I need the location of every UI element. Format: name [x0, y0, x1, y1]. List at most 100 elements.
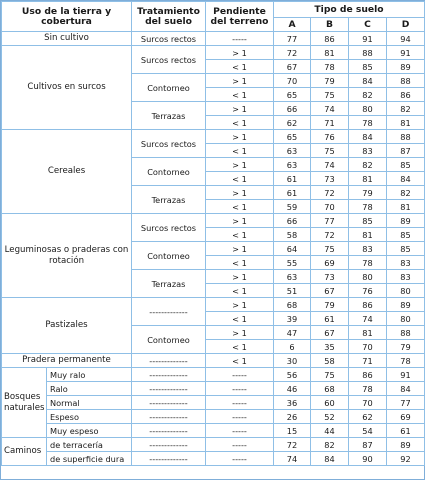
table-row: Espeso ------------- ----- 26 52 62 69 — [2, 409, 425, 424]
table-row: Leguminosas o praderas con rotación Surco… — [1, 213, 425, 298]
runoff-curve-table: Uso de la tierra y cobertura Tratamiento… — [1, 1, 425, 466]
header-col-d: D — [385, 17, 425, 32]
value-d: 84 — [385, 381, 425, 396]
value-a: 55 — [273, 255, 311, 270]
value-c: 84 — [348, 73, 387, 88]
value-b: 58 — [310, 353, 349, 368]
value-c: 78 — [348, 255, 387, 270]
value-c: 83 — [348, 143, 387, 158]
value-d: 61 — [385, 423, 425, 438]
value-c: 81 — [348, 325, 387, 340]
value-d: 82 — [385, 101, 425, 116]
value-d: 94 — [385, 31, 425, 46]
value-a: 66 — [273, 101, 311, 116]
value-c: 81 — [348, 227, 387, 242]
value-b: 68 — [310, 381, 349, 396]
subtipo-cell: de terracería — [46, 437, 132, 452]
value-d: 89 — [385, 59, 425, 74]
pendiente-cell: < 1 — [205, 115, 274, 130]
value-b: 35 — [310, 339, 349, 354]
subtipo-cell: Normal — [46, 395, 132, 410]
tratamiento-cell: Surcos rectos — [131, 45, 206, 74]
value-a: 51 — [273, 283, 311, 298]
value-c: 82 — [348, 87, 387, 102]
value-c: 81 — [348, 171, 387, 186]
uso-cell: Leguminosas o praderas con rotación — [1, 213, 132, 298]
tratamiento-cell: ------------- — [131, 381, 206, 396]
pendiente-cell: > 1 — [205, 129, 274, 144]
value-a: 61 — [273, 171, 311, 186]
pendiente-cell: > 1 — [205, 45, 274, 60]
value-d: 88 — [385, 129, 425, 144]
value-a: 30 — [273, 353, 311, 368]
value-d: 83 — [385, 269, 425, 284]
table-row: Pradera permanente ------------- < 1 30 58 71… — [1, 353, 425, 368]
pendiente-cell: > 1 — [205, 213, 274, 228]
value-c: 85 — [348, 213, 387, 228]
header-tipo-suelo: Tipo de suelo — [272, 1, 425, 18]
value-b: 75 — [310, 367, 349, 382]
value-b: 79 — [310, 297, 349, 312]
pendiente-cell: ----- — [205, 367, 274, 382]
tratamiento-cell: Contorneo — [131, 157, 206, 186]
value-a: 39 — [273, 311, 311, 326]
table-row: < 1 67 78 85 89 — [2, 59, 425, 74]
table-row: de superficie dura ------------- ----- 74 84… — [2, 451, 425, 466]
tratamiento-cell: ------------- — [131, 437, 206, 452]
tratamiento-cell: ------------- — [131, 409, 206, 424]
value-d: 82 — [385, 185, 425, 200]
value-d: 85 — [385, 227, 425, 242]
table-row: Terrazas > 1 63 73 80 83 — [2, 269, 425, 298]
tratamiento-cell: ------------- — [131, 353, 206, 368]
value-b: 76 — [310, 129, 349, 144]
value-d: 81 — [385, 199, 425, 214]
header-col-c: C — [348, 17, 387, 32]
pendiente-cell: < 1 — [205, 283, 274, 298]
uso-cell: Sin cultivo — [1, 31, 132, 46]
tratamiento-cell: ------------- — [131, 395, 206, 410]
value-d: 84 — [385, 171, 425, 186]
value-b: 72 — [310, 227, 349, 242]
pendiente-cell: > 1 — [205, 185, 274, 200]
uso-cell: Cultivos en surcos — [1, 45, 132, 130]
pendiente-cell: < 1 — [205, 255, 274, 270]
header-col-b: B — [310, 17, 349, 32]
value-c: 91 — [348, 31, 387, 46]
value-c: 79 — [348, 185, 387, 200]
value-d: 91 — [385, 367, 425, 382]
value-a: 6 — [273, 339, 311, 354]
value-a: 58 — [273, 227, 311, 242]
value-b: 70 — [310, 199, 349, 214]
value-d: 89 — [385, 213, 425, 228]
value-a: 72 — [273, 437, 311, 452]
pendiente-cell: > 1 — [205, 73, 274, 88]
value-a: 74 — [273, 451, 311, 466]
value-d: 85 — [385, 157, 425, 172]
table-row: Contorneo > 1 64 75 83 85 — [2, 241, 425, 270]
value-c: 86 — [348, 367, 387, 382]
pendiente-cell: > 1 — [205, 269, 274, 284]
pendiente-cell: < 1 — [205, 143, 274, 158]
value-b: 73 — [310, 269, 349, 284]
value-d: 80 — [385, 283, 425, 298]
value-d: 78 — [385, 353, 425, 368]
value-c: 83 — [348, 241, 387, 256]
value-b: 75 — [310, 87, 349, 102]
value-c: 76 — [348, 283, 387, 298]
pendiente-cell: > 1 — [205, 297, 274, 312]
pendiente-cell: > 1 — [205, 157, 274, 172]
table-row: Caminos de terracería ------------- ----- 72… — [1, 437, 425, 466]
header-col-a: A — [273, 17, 311, 32]
table-row: Cereales Surcos rectos > 1 65 76 84 88 — [1, 129, 425, 214]
table-row: Contorneo > 1 63 74 82 85 — [2, 157, 425, 186]
tratamiento-cell: Surcos rectos — [131, 213, 206, 242]
table-row: < 1 63 75 83 87 — [2, 143, 425, 158]
pendiente-cell: ----- — [205, 423, 274, 438]
value-b: 60 — [310, 395, 349, 410]
value-d: 80 — [385, 311, 425, 326]
pendiente-cell: < 1 — [205, 311, 274, 326]
value-b: 73 — [310, 171, 349, 186]
value-d: 85 — [385, 241, 425, 256]
value-b: 67 — [310, 283, 349, 298]
uso-cell: Pradera permanente — [1, 353, 132, 368]
